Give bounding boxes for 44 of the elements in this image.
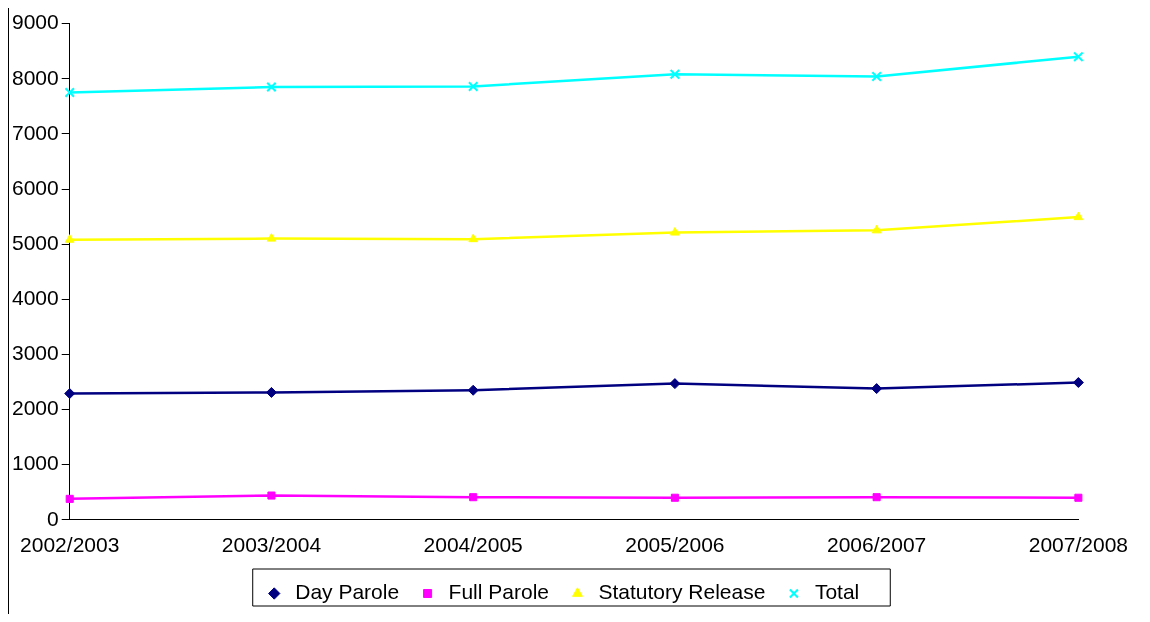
y-tick-label: 5000 [12,230,59,254]
x-tick-label: 2006/2007 [827,533,927,557]
y-tick-label: 3000 [12,341,59,365]
point [266,81,277,93]
point [1073,211,1084,221]
y-tick-label: 0 [47,506,59,530]
y-tick-label: 7000 [12,120,59,144]
y-tick-label: 6000 [12,175,59,199]
y-tick-label: 1000 [12,451,59,475]
point [871,383,883,395]
point [64,388,76,400]
x-tick-label: 2005/2006 [625,533,725,557]
y-tick-label: 2000 [12,396,59,420]
point [467,81,479,92]
x-tick-label: 2002/2003 [20,533,120,557]
point [670,493,679,502]
point [64,234,75,243]
point [265,386,277,398]
point [469,493,478,502]
legend-label: Total [814,580,860,604]
point [872,493,881,502]
x-tick-label: 2004/2005 [423,533,523,557]
y-tick-label: 4000 [12,286,59,310]
legend-label: Day Parole [295,580,400,604]
point [871,71,882,82]
point [467,384,479,396]
point [267,491,276,500]
legend-label: Full Parole [448,580,549,604]
legend-label: Statutory Release [598,580,766,604]
y-tick-label: 9000 [12,10,59,34]
point [65,494,74,503]
point [64,87,75,98]
point [468,233,479,243]
x-tick-label: 2003/2004 [221,533,322,557]
point [669,69,681,80]
point [670,227,680,236]
point [266,233,277,242]
point [669,378,681,390]
point [871,224,882,234]
y-tick-label: 8000 [12,65,59,89]
x-tick-label: 2007/2008 [1028,533,1129,557]
point [1073,51,1084,62]
point [1072,377,1084,389]
point [1074,493,1083,502]
